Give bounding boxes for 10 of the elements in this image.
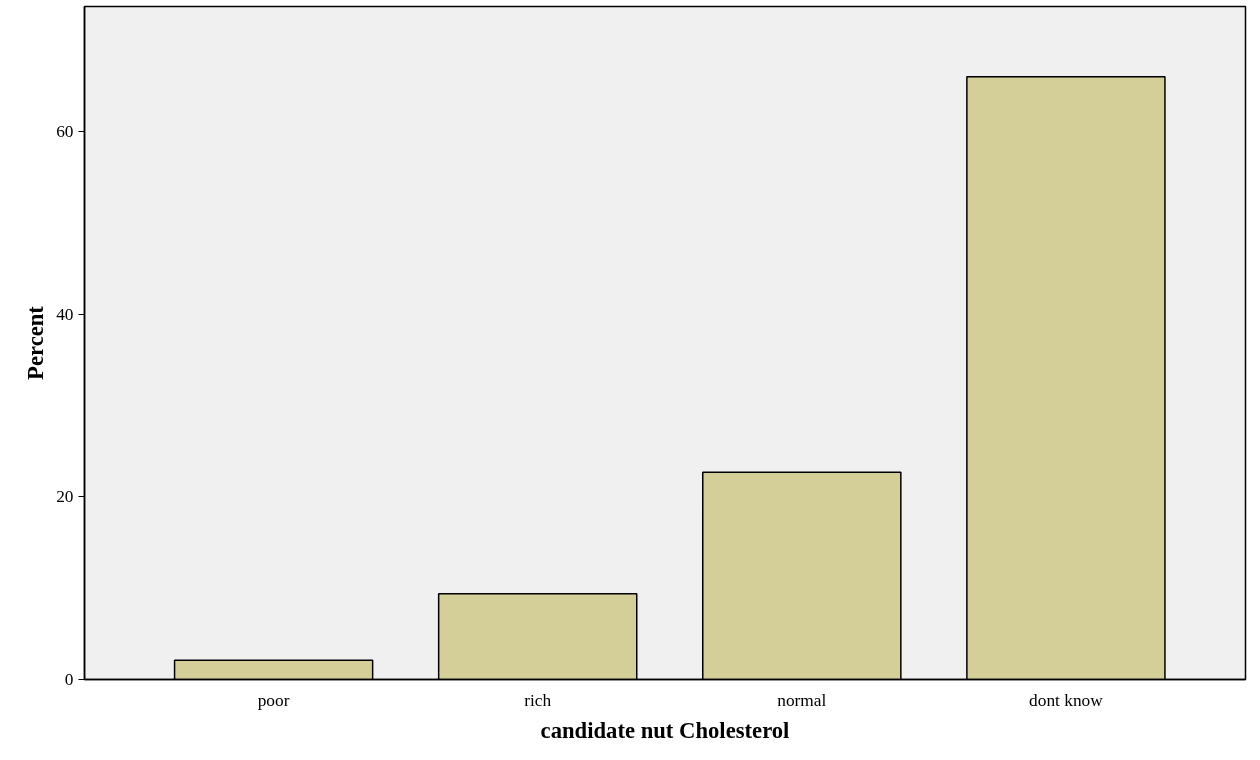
x-axis-title: candidate nut Cholesterol	[540, 717, 790, 743]
y-axis-title: Percent	[23, 305, 49, 380]
x-tick-label: dont know	[1029, 690, 1104, 710]
y-tick-label: 20	[56, 487, 74, 507]
x-tick-label: normal	[777, 690, 827, 710]
x-tick-label: rich	[524, 690, 552, 710]
y-tick-label: 40	[56, 304, 74, 324]
x-tick-label: poor	[257, 690, 290, 710]
y-tick-label: 60	[56, 122, 74, 142]
y-tick-label: 0	[64, 670, 74, 689]
